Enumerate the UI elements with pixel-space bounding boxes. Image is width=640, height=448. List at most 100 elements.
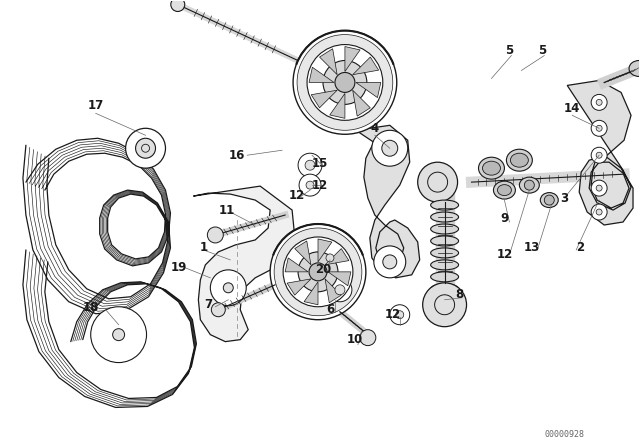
Polygon shape (353, 57, 379, 75)
Circle shape (270, 224, 366, 320)
Circle shape (141, 144, 150, 152)
Polygon shape (330, 93, 345, 118)
Text: 4: 4 (371, 122, 379, 135)
Polygon shape (309, 67, 334, 82)
Circle shape (171, 0, 185, 12)
Circle shape (422, 283, 467, 327)
Circle shape (390, 305, 410, 325)
Polygon shape (345, 47, 360, 72)
Polygon shape (325, 279, 341, 303)
Circle shape (596, 125, 602, 131)
Circle shape (591, 95, 607, 110)
Text: 17: 17 (88, 99, 104, 112)
Text: 10: 10 (347, 333, 363, 346)
Circle shape (524, 180, 534, 190)
Circle shape (544, 195, 554, 205)
Circle shape (293, 30, 397, 134)
Circle shape (372, 130, 408, 166)
Circle shape (591, 204, 607, 220)
Text: 15: 15 (312, 157, 328, 170)
Polygon shape (311, 90, 337, 108)
Polygon shape (567, 81, 633, 225)
Circle shape (428, 172, 447, 192)
Circle shape (298, 252, 338, 292)
Text: 14: 14 (564, 102, 580, 115)
Circle shape (335, 285, 345, 295)
Text: 00000928: 00000928 (544, 430, 584, 439)
Ellipse shape (506, 149, 532, 171)
Ellipse shape (479, 157, 504, 179)
Circle shape (274, 228, 362, 316)
Polygon shape (304, 282, 318, 305)
Text: 12: 12 (385, 308, 401, 321)
Text: 3: 3 (560, 192, 568, 205)
Text: 13: 13 (524, 241, 540, 254)
Text: 5: 5 (538, 44, 547, 57)
Ellipse shape (431, 212, 459, 222)
Circle shape (319, 247, 341, 269)
Text: 1: 1 (199, 241, 207, 254)
Circle shape (136, 138, 156, 158)
Text: 12: 12 (289, 189, 305, 202)
Text: 2: 2 (576, 241, 584, 254)
Circle shape (335, 73, 355, 92)
Text: 16: 16 (229, 149, 246, 162)
Circle shape (307, 44, 383, 121)
Text: 11: 11 (219, 203, 236, 216)
Polygon shape (353, 90, 371, 116)
Circle shape (305, 160, 315, 170)
Polygon shape (285, 258, 308, 272)
Ellipse shape (431, 200, 459, 210)
Circle shape (596, 99, 602, 105)
Circle shape (211, 270, 246, 306)
Ellipse shape (431, 260, 459, 270)
Circle shape (211, 303, 225, 317)
Text: 8: 8 (456, 288, 464, 301)
Circle shape (418, 162, 458, 202)
Circle shape (298, 153, 322, 177)
Circle shape (207, 227, 223, 243)
Circle shape (328, 278, 352, 302)
Ellipse shape (431, 284, 459, 294)
Text: 5: 5 (506, 44, 513, 57)
Circle shape (113, 329, 125, 340)
Circle shape (591, 180, 607, 196)
Circle shape (374, 246, 406, 278)
Polygon shape (295, 241, 311, 265)
Ellipse shape (431, 272, 459, 282)
Circle shape (326, 254, 334, 262)
Text: 12: 12 (312, 179, 328, 192)
Circle shape (306, 181, 314, 189)
Polygon shape (325, 249, 349, 265)
Circle shape (125, 128, 166, 168)
Circle shape (596, 152, 602, 158)
Ellipse shape (520, 177, 540, 193)
Ellipse shape (431, 224, 459, 234)
Polygon shape (193, 186, 295, 342)
Circle shape (297, 34, 393, 130)
Polygon shape (319, 49, 337, 75)
Text: 18: 18 (83, 301, 99, 314)
Polygon shape (23, 250, 196, 407)
Polygon shape (318, 239, 332, 262)
Text: 6: 6 (326, 303, 334, 316)
Text: 20: 20 (315, 263, 331, 276)
Ellipse shape (431, 248, 459, 258)
Text: 19: 19 (170, 261, 187, 274)
Ellipse shape (431, 236, 459, 246)
Circle shape (596, 209, 602, 215)
Polygon shape (287, 279, 311, 295)
Circle shape (223, 283, 233, 293)
Text: 9: 9 (500, 211, 509, 224)
Circle shape (309, 263, 327, 281)
Ellipse shape (493, 181, 515, 199)
Circle shape (596, 185, 602, 191)
Ellipse shape (483, 161, 500, 175)
Circle shape (383, 255, 397, 269)
Circle shape (591, 147, 607, 163)
Circle shape (299, 174, 321, 196)
Circle shape (323, 60, 367, 104)
Ellipse shape (497, 185, 511, 196)
Polygon shape (356, 125, 420, 278)
Circle shape (360, 330, 376, 345)
